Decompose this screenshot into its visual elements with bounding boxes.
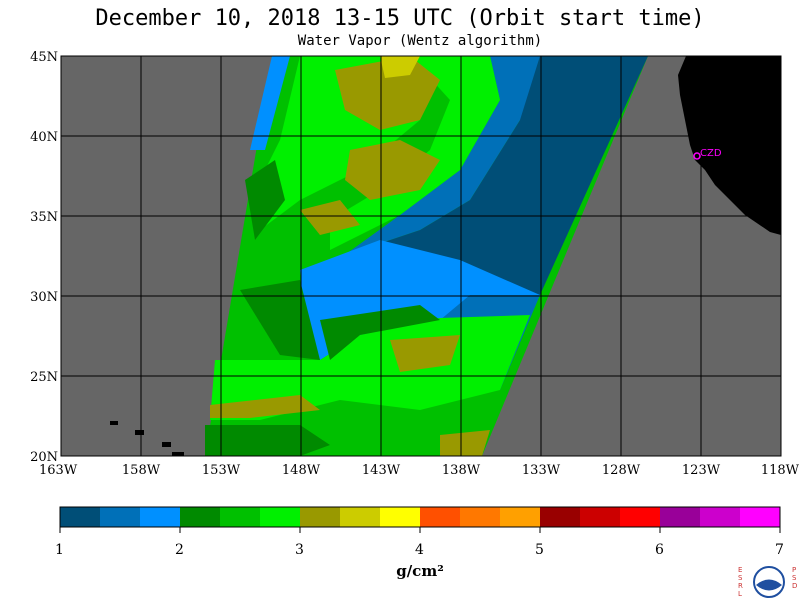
land-north-america xyxy=(678,56,781,235)
map-subtitle: Water Vapor (Wentz algorithm) xyxy=(297,33,543,49)
svg-text:R: R xyxy=(738,582,743,590)
yellow-patch xyxy=(380,56,420,78)
longitude-label: 153W xyxy=(202,463,241,478)
dry-region-mid xyxy=(300,56,540,300)
colorbar-label: 7 xyxy=(775,542,784,558)
colorbar-swatch xyxy=(420,507,460,527)
longitude-labels: 163W 158W 153W 148W 143W 138W 133W 128W 123W 118W xyxy=(39,463,800,478)
svg-text:D: D xyxy=(792,582,797,590)
colorbar-label: 6 xyxy=(655,542,664,558)
colorbar-swatch xyxy=(380,507,420,527)
longitude-label: 123W xyxy=(682,463,721,478)
dark-green-strip-1 xyxy=(245,160,285,240)
island-maui xyxy=(162,442,171,447)
dark-green-strip-3 xyxy=(320,305,440,360)
colorbar-swatch xyxy=(140,507,180,527)
longitude-label: 128W xyxy=(602,463,641,478)
longitude-label: 158W xyxy=(122,463,161,478)
colorbar-swatch xyxy=(300,507,340,527)
longitude-label: 133W xyxy=(522,463,561,478)
olive-patch-5 xyxy=(210,395,320,418)
longitude-label: 143W xyxy=(362,463,401,478)
olive-patch-1 xyxy=(335,56,440,130)
station-marker-icon xyxy=(693,152,701,160)
colorbar-swatch xyxy=(260,507,300,527)
colorbar-unit: g/cm² xyxy=(396,562,444,580)
plot-frame xyxy=(60,55,782,457)
svg-text:P: P xyxy=(792,566,796,574)
olive-patch-2 xyxy=(345,140,440,200)
longitude-label: 148W xyxy=(282,463,321,478)
svg-text:L: L xyxy=(738,590,742,598)
colorbar-swatch xyxy=(460,507,500,527)
colorbar-swatch xyxy=(740,507,780,527)
colorbar-label: 5 xyxy=(535,542,544,558)
dry-region-dark xyxy=(300,56,648,300)
island-hawaii xyxy=(172,452,184,456)
colorbar-swatch xyxy=(580,507,620,527)
colorbar-swatch xyxy=(100,507,140,527)
noaa-logo-icon: E S R L P S D xyxy=(738,566,797,598)
olive-patch-6 xyxy=(440,430,490,456)
olive-patch-3 xyxy=(300,200,360,235)
latitude-label: 25N xyxy=(30,370,58,385)
svg-text:E: E xyxy=(738,566,742,574)
colorbar-label: 1 xyxy=(55,542,64,558)
swath-edge-blue xyxy=(250,56,290,150)
colorbar-label: 2 xyxy=(175,542,184,558)
colorbar-swatch xyxy=(700,507,740,527)
dark-green-strip-4 xyxy=(205,425,330,456)
colorbar-swatch xyxy=(340,507,380,527)
station-label: CZD xyxy=(700,148,722,159)
latitude-label: 20N xyxy=(30,450,58,465)
colorbar-swatch xyxy=(180,507,220,527)
island-oahu xyxy=(135,430,144,435)
olive-patch-4 xyxy=(390,335,460,372)
colorbar-swatch xyxy=(220,507,260,527)
latitude-label: 40N xyxy=(30,130,58,145)
moist-band-2 xyxy=(330,56,500,250)
svg-text:S: S xyxy=(738,574,743,582)
svg-text:S: S xyxy=(792,574,797,582)
latitude-label: 45N xyxy=(30,50,58,65)
colorbar-swatch xyxy=(60,507,100,527)
colorbar-label: 3 xyxy=(295,542,304,558)
longitude-label: 118W xyxy=(761,463,800,478)
colorbar-swatch xyxy=(660,507,700,527)
colorbar xyxy=(59,506,781,533)
colorbar-swatch xyxy=(620,507,660,527)
island-kauai xyxy=(110,421,118,425)
graticule xyxy=(61,56,781,456)
map-title: December 10, 2018 13-15 UTC (Orbit start… xyxy=(95,6,705,31)
latitude-label: 35N xyxy=(30,210,58,225)
colorbar-swatch xyxy=(540,507,580,527)
latitude-label: 30N xyxy=(30,290,58,305)
longitude-label: 138W xyxy=(442,463,481,478)
dark-green-strip-2 xyxy=(240,280,320,360)
latitude-labels: 45N 40N 35N 30N 25N 20N xyxy=(30,50,58,465)
longitude-label: 163W xyxy=(39,463,78,478)
colorbar-swatch xyxy=(500,507,540,527)
colorbar-label: 4 xyxy=(415,542,424,558)
